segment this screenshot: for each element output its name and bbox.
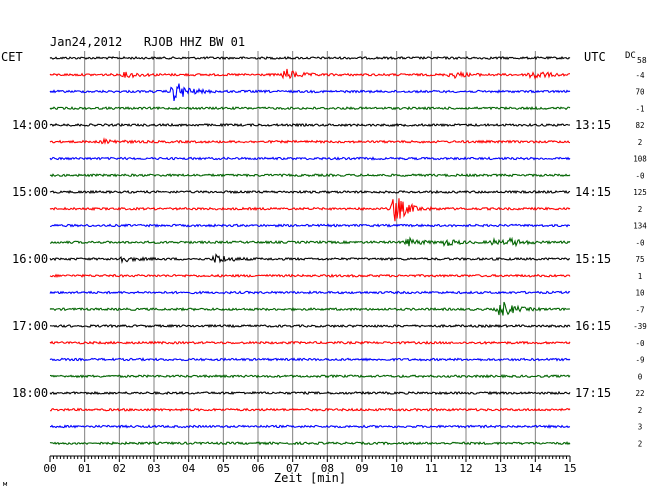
- dc-offset-value: 22: [635, 389, 644, 398]
- cet-hour-label: 18:00: [12, 386, 48, 400]
- dc-offset-value: -7: [635, 305, 644, 314]
- x-tick-label: 09: [355, 462, 368, 475]
- cet-label: CET: [1, 50, 23, 64]
- x-tick-label: 02: [113, 462, 126, 475]
- dc-offset-value: 2: [638, 406, 643, 415]
- x-tick-label: 03: [147, 462, 160, 475]
- x-axis: 00 01 02 03 04 05 06 07 08 09 10 11 12 13 14 15: [43, 455, 577, 475]
- utc-hour-label: 16:15: [575, 319, 611, 333]
- corner-mark: м: [3, 480, 8, 488]
- trace-row-5: [49, 137, 571, 145]
- trace-row-7: [49, 173, 571, 178]
- trace-row-8: [49, 189, 571, 195]
- dc-offset-value: 2: [638, 439, 643, 448]
- dc-label: DC: [625, 51, 636, 61]
- dc-offset-value: 134: [633, 222, 647, 231]
- trace-row-16: [49, 323, 571, 329]
- dc-value-top: 58: [637, 56, 647, 65]
- trace-row-18: [49, 357, 571, 362]
- traces: [49, 55, 571, 446]
- trace-row-13: [49, 273, 571, 279]
- dc-offset-value: 108: [633, 155, 647, 164]
- trace-row-15: [49, 301, 571, 316]
- x-tick-label: 07: [286, 462, 299, 475]
- cet-hour-label: 14:00: [12, 118, 48, 132]
- trace-row-12: [49, 253, 571, 264]
- x-tick-label: 06: [251, 462, 264, 475]
- dc-offset-value: 70: [635, 88, 645, 97]
- trace-row-23: [49, 441, 571, 446]
- x-tick-label: 01: [78, 462, 91, 475]
- dc-offset-value: -39: [633, 322, 647, 331]
- labels: 14:00 15:00 16:00 17:00 18:00 13:15 14:15 15:15…: [12, 71, 647, 449]
- trace-row-6: [49, 156, 571, 161]
- dc-offset-value: -1: [635, 104, 644, 113]
- dc-offset-value: 75: [635, 255, 644, 264]
- dc-offset-value: 125: [633, 188, 647, 197]
- trace-row-4: [49, 122, 571, 128]
- dc-offset-value: 10: [635, 289, 645, 298]
- x-tick-label: 04: [182, 462, 196, 475]
- x-tick-label: 15: [563, 462, 576, 475]
- utc-hour-label: 13:15: [575, 118, 611, 132]
- dc-offset-value: 1: [638, 272, 643, 281]
- cet-hour-label: 16:00: [12, 252, 48, 266]
- dc-offset-value: 3: [638, 423, 643, 432]
- x-tick-label: 12: [459, 462, 472, 475]
- trace-row-22: [49, 424, 571, 429]
- trace-row-14: [49, 290, 571, 295]
- cet-hour-label: 17:00: [12, 319, 48, 333]
- trace-row-1: [49, 68, 571, 80]
- dc-offset-value: 0: [638, 372, 643, 381]
- trace-row-3: [49, 106, 571, 111]
- trace-row-19: [49, 373, 571, 379]
- trace-row-0: [49, 55, 571, 61]
- dc-offset-value: 2: [638, 205, 643, 214]
- x-tick-label: 00: [43, 462, 56, 475]
- dc-offset-value: 82: [635, 121, 644, 130]
- trace-row-11: [49, 236, 571, 248]
- chart-title: Jan24,2012 RJOB HHZ BW 01: [50, 35, 245, 49]
- utc-hour-label: 17:15: [575, 386, 611, 400]
- trace-row-10: [50, 223, 571, 228]
- trace-row-9: [49, 198, 571, 222]
- x-tick-label: 13: [494, 462, 507, 475]
- grid: [84, 51, 536, 456]
- x-tick-label: 05: [217, 462, 230, 475]
- dc-offset-value: -4: [635, 71, 645, 80]
- trace-row-2: [49, 83, 571, 102]
- dc-offset-value: -0: [635, 238, 645, 247]
- trace-row-17: [49, 340, 571, 345]
- dc-offset-value: -0: [635, 171, 645, 180]
- utc-hour-label: 14:15: [575, 185, 611, 199]
- x-tick-label: 10: [390, 462, 403, 475]
- dc-offset-value: -9: [635, 356, 644, 365]
- trace-row-21: [49, 407, 571, 412]
- dc-offset-value: 2: [638, 138, 643, 147]
- dc-offset-value: -0: [635, 339, 645, 348]
- x-tick-label: 11: [425, 462, 438, 475]
- trace-row-20: [49, 390, 571, 396]
- x-tick-label: 08: [321, 462, 334, 475]
- utc-label: UTC: [584, 50, 606, 64]
- cet-hour-label: 15:00: [12, 185, 48, 199]
- x-tick-label: 14: [529, 462, 543, 475]
- x-axis-title: Zeit [min]: [274, 471, 346, 485]
- utc-hour-label: 15:15: [575, 252, 611, 266]
